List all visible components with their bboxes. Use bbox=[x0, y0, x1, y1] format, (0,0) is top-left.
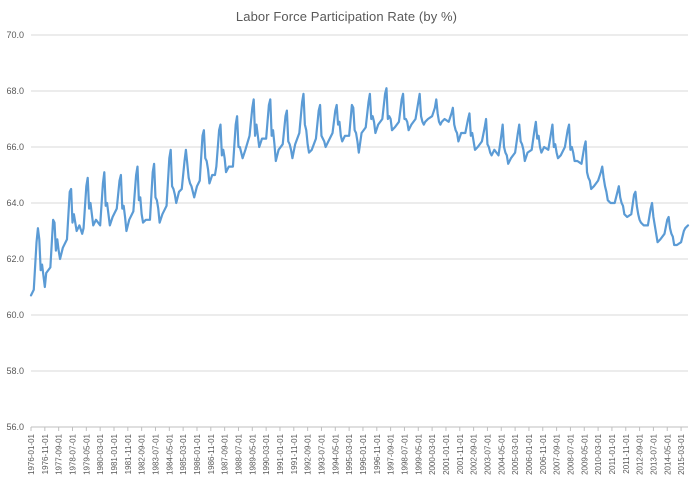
series-line bbox=[29, 87, 690, 297]
y-tick-label: 60.0 bbox=[6, 310, 24, 320]
x-tick-label: 2012-09-01 bbox=[636, 433, 645, 474]
y-tick-label: 58.0 bbox=[6, 366, 24, 376]
y-tick-label: 64.0 bbox=[6, 198, 24, 208]
x-tick-label: 2014-05-01 bbox=[663, 433, 672, 474]
gridlines bbox=[31, 34, 688, 372]
x-tick-label: 1976-11-01 bbox=[41, 433, 50, 474]
x-tick-label: 2008-07-01 bbox=[566, 433, 575, 474]
x-tick-label: 1998-07-01 bbox=[400, 433, 409, 474]
x-tick-label: 2000-03-01 bbox=[428, 433, 437, 474]
x-tick-label: 2013-07-01 bbox=[649, 433, 658, 474]
y-tick-label: 68.0 bbox=[6, 86, 24, 96]
y-tick-label: 70.0 bbox=[6, 30, 24, 40]
x-tick-label: 2011-01-01 bbox=[608, 433, 617, 474]
x-tick-label: 2005-03-01 bbox=[511, 433, 520, 474]
x-tick-label: 2001-11-01 bbox=[456, 433, 465, 474]
x-tick-label: 1984-05-01 bbox=[165, 433, 174, 474]
x-tick-label: 2006-01-01 bbox=[525, 433, 534, 474]
x-tick-label: 1996-01-01 bbox=[359, 433, 368, 474]
x-tick-label: 1981-11-01 bbox=[124, 433, 133, 474]
x-tick-label: 1999-05-01 bbox=[414, 433, 423, 474]
x-tick-label: 2010-03-01 bbox=[594, 433, 603, 474]
x-tick-label: 1981-01-01 bbox=[110, 433, 119, 474]
x-tick-label: 1983-07-01 bbox=[151, 433, 160, 474]
x-tick-label: 2011-11-01 bbox=[622, 433, 631, 473]
x-tick-label: 1997-09-01 bbox=[387, 433, 396, 474]
x-tick-label: 1990-03-01 bbox=[262, 433, 271, 474]
x-tick-label: 2003-07-01 bbox=[483, 433, 492, 474]
y-tick-label: 62.0 bbox=[6, 254, 24, 264]
x-tick-label: 1994-05-01 bbox=[331, 433, 340, 474]
x-tick-label: 1978-07-01 bbox=[68, 433, 77, 474]
y-axis-tick-labels: 56.0 58.0 60.0 62.0 64.0 66.0 68.0 70.0 bbox=[6, 30, 24, 432]
x-tick-label: 2006-11-01 bbox=[539, 433, 548, 474]
y-tick-label: 66.0 bbox=[6, 142, 24, 152]
x-tick-label: 2004-05-01 bbox=[497, 433, 506, 474]
x-tick-label: 1976-01-01 bbox=[27, 433, 36, 474]
x-tick-label: 1985-03-01 bbox=[179, 433, 188, 474]
x-tick-label: 1991-01-01 bbox=[276, 433, 285, 474]
chart-title: Labor Force Participation Rate (by %) bbox=[235, 9, 458, 24]
x-tick-label: 1989-05-01 bbox=[248, 433, 257, 474]
x-tick-label: 1986-01-01 bbox=[193, 433, 202, 474]
x-tick-label: 1987-09-01 bbox=[221, 433, 230, 474]
x-tick-label: 2007-09-01 bbox=[553, 433, 562, 474]
x-tick-label: 2009-05-01 bbox=[580, 433, 589, 474]
x-tick-label: 1979-05-01 bbox=[82, 433, 91, 474]
x-tick-label: 1986-11-01 bbox=[207, 433, 216, 474]
x-tick-label: 1993-07-01 bbox=[317, 433, 326, 474]
x-tick-label: 1977-09-01 bbox=[55, 433, 64, 474]
x-tick-label: 1980-03-01 bbox=[96, 433, 105, 474]
x-tick-label: 2002-09-01 bbox=[470, 433, 479, 474]
y-tick-label: 56.0 bbox=[6, 422, 24, 432]
x-tick-label: 1991-11-01 bbox=[290, 433, 299, 474]
x-tick-label: 2001-01-01 bbox=[442, 433, 451, 474]
x-tick-label: 2015-03-01 bbox=[677, 433, 686, 474]
x-axis-tick-labels: 1976-01-01 1976-11-01 1977-09-01 1978-07-01… bbox=[27, 427, 686, 475]
x-tick-label: 1996-11-01 bbox=[373, 433, 382, 474]
x-tick-label: 1995-03-01 bbox=[345, 433, 354, 474]
x-tick-label: 1992-09-01 bbox=[304, 433, 313, 474]
x-tick-label: 1988-07-01 bbox=[234, 433, 243, 474]
x-tick-label: 1982-09-01 bbox=[138, 433, 147, 474]
